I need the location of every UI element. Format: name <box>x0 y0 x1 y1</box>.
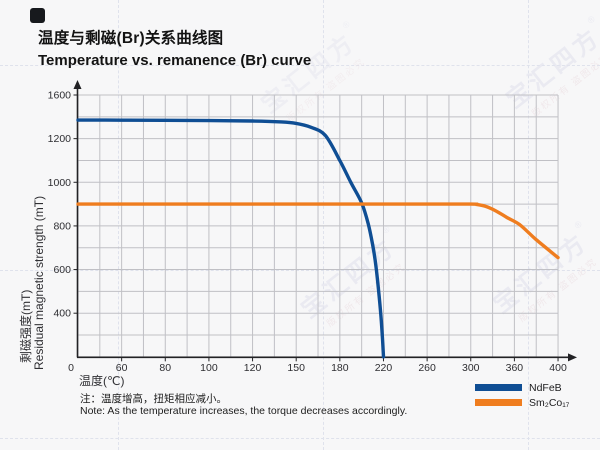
watermark-notice: 版权所有 盗图必究 <box>529 51 600 120</box>
legend-label: NdFeB <box>529 381 562 394</box>
curve-ndfeb <box>76 118 386 359</box>
legend-item: NdFeB <box>475 381 569 394</box>
guide-line-horizontal <box>0 270 600 271</box>
watermark-registered-icon: ® <box>340 18 352 31</box>
x-tick-label: 120 <box>244 362 262 374</box>
watermark: 宝汇四方® 版权所有 盗图必究 <box>497 14 600 126</box>
footnote: 注：温度增高，扭矩相应减小。 Note: As the temperature … <box>80 393 408 417</box>
watermark-registered-icon: ® <box>380 223 392 236</box>
watermark-registered-icon: ® <box>585 13 597 26</box>
page-title-chinese: 温度与剩磁(Br)关系曲线图 <box>38 30 224 47</box>
title-block: 温度与剩磁(Br)关系曲线图 Temperature vs. remanence… <box>38 28 311 72</box>
legend-swatch <box>475 398 522 407</box>
y-axis-title-english: Residual magnetic strength (mT) <box>32 195 46 370</box>
x-tick-label: 80 <box>159 362 171 374</box>
guide-line-horizontal <box>0 65 600 66</box>
guide-line-horizontal <box>0 438 600 439</box>
watermark-brand: 宝汇四方 <box>296 233 402 324</box>
watermark-notice: 版权所有 盗图必究 <box>324 261 408 330</box>
x-axis-arrow-icon <box>568 353 577 362</box>
x-tick-label: 180 <box>331 362 349 374</box>
logo-mark <box>30 8 45 23</box>
guide-line-vertical <box>323 0 324 450</box>
y-tick-label: 400 <box>53 308 71 320</box>
watermark: 宝汇四方® 版权所有 盗图必究 <box>292 224 416 336</box>
curve-smco <box>76 202 560 260</box>
watermark-registered-icon: ® <box>572 218 584 231</box>
legend-label: Sm₂Co₁₇ <box>529 396 570 409</box>
x-tick-label: 400 <box>549 362 567 374</box>
y-axis-arrow-icon <box>73 80 82 89</box>
y-tick-label: 800 <box>53 220 71 232</box>
legend-swatch <box>475 383 522 392</box>
y-tick-label: 1000 <box>48 177 72 189</box>
x-axis-title: 温度(℃) <box>79 374 125 388</box>
x-tick-label: 260 <box>418 362 436 374</box>
page-title-english: Temperature vs. remanence (Br) curve <box>38 52 312 69</box>
footnote-chinese: 注：温度增高，扭矩相应减小。 <box>80 393 227 405</box>
y-tick-label: 1600 <box>48 90 72 102</box>
chart-legend: NdFeB Sm₂Co₁₇ <box>475 381 569 411</box>
watermark-brand: 宝汇四方 <box>501 23 600 114</box>
watermark-brand: 宝汇四方 <box>488 228 594 319</box>
watermark-notice: 版权所有 盗图必究 <box>516 256 600 325</box>
x-tick-label: 220 <box>375 362 393 374</box>
x-tick-label: 360 <box>506 362 524 374</box>
watermark: 宝汇四方® 版权所有 盗图必究 <box>484 219 600 331</box>
x-tick-label: 0 <box>68 362 74 374</box>
x-tick-label: 300 <box>462 362 480 374</box>
x-tick-label: 100 <box>200 362 218 374</box>
footnote-english: Note: As the temperature increases, the … <box>80 404 408 417</box>
x-tick-label: 150 <box>287 362 305 374</box>
legend-item: Sm₂Co₁₇ <box>475 396 569 409</box>
y-tick-label: 1200 <box>48 133 72 145</box>
